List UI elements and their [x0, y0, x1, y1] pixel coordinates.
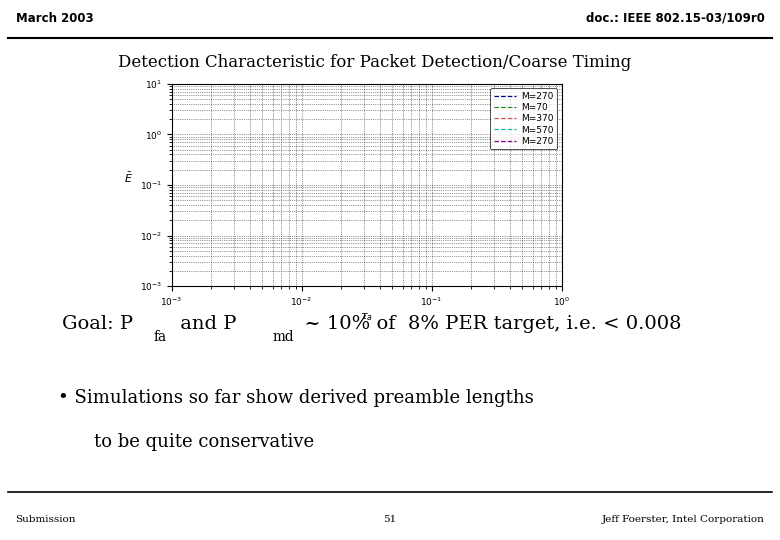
Text: 51: 51 [384, 515, 396, 524]
Text: to be quite conservative: to be quite conservative [94, 433, 314, 451]
Text: Detection Characteristic for Packet Detection/Coarse Timing: Detection Characteristic for Packet Dete… [119, 53, 632, 71]
Text: March 2003: March 2003 [16, 12, 94, 25]
Text: Submission: Submission [16, 515, 76, 524]
Text: ~ 10% of  8% PER target, i.e. < 0.008: ~ 10% of 8% PER target, i.e. < 0.008 [298, 315, 682, 333]
Text: md: md [273, 330, 295, 344]
Y-axis label: $\bar{E}$: $\bar{E}$ [124, 171, 133, 185]
Text: and P: and P [174, 315, 236, 333]
Text: doc.: IEEE 802.15-03/109r0: doc.: IEEE 802.15-03/109r0 [586, 12, 764, 25]
Legend: M=270, M=70, M=370, M=570, M=270: M=270, M=70, M=370, M=570, M=270 [491, 88, 557, 150]
Text: fa: fa [154, 330, 167, 344]
Text: Goal: P: Goal: P [62, 315, 133, 333]
X-axis label: $\tau_a$: $\tau_a$ [360, 311, 373, 323]
Text: Jeff Foerster, Intel Corporation: Jeff Foerster, Intel Corporation [601, 515, 764, 524]
Text: • Simulations so far show derived preamble lengths: • Simulations so far show derived preamb… [58, 389, 534, 407]
